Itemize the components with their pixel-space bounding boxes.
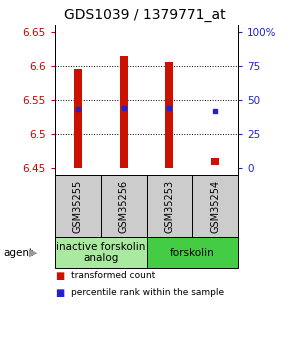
Text: ■: ■ <box>55 288 64 297</box>
Bar <box>55 175 101 237</box>
Bar <box>55 237 146 268</box>
Bar <box>211 158 219 165</box>
Bar <box>192 175 238 237</box>
Text: ▶: ▶ <box>29 247 38 257</box>
Bar <box>146 175 192 237</box>
Bar <box>146 237 238 268</box>
Bar <box>101 175 146 237</box>
Text: GDS1039 / 1379771_at: GDS1039 / 1379771_at <box>64 8 226 22</box>
Text: GSM35253: GSM35253 <box>164 179 174 233</box>
Text: transformed count: transformed count <box>71 271 155 280</box>
Text: GSM35255: GSM35255 <box>73 179 83 233</box>
Text: forskolin: forskolin <box>170 247 215 257</box>
Text: percentile rank within the sample: percentile rank within the sample <box>71 288 224 297</box>
Bar <box>119 56 128 168</box>
Text: GSM35256: GSM35256 <box>119 179 129 233</box>
Bar <box>74 69 82 168</box>
Text: inactive forskolin
analog: inactive forskolin analog <box>56 242 146 263</box>
Text: agent: agent <box>3 247 33 257</box>
Text: GSM35254: GSM35254 <box>210 179 220 233</box>
Text: ■: ■ <box>55 271 64 281</box>
Bar <box>165 62 173 168</box>
